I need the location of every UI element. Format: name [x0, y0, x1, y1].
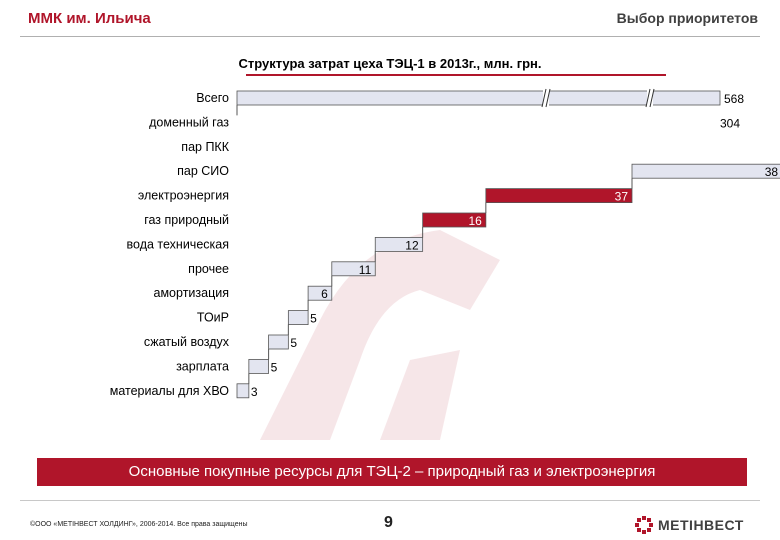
category-label: газ природный	[144, 213, 229, 227]
value-label: 3	[251, 385, 258, 399]
section-title: Выбор приоритетов	[616, 10, 758, 26]
value-label: 5	[310, 312, 317, 326]
axis-break-gap	[543, 89, 549, 107]
waterfall-bar	[248, 358, 270, 374]
waterfall-bar	[631, 163, 780, 179]
value-label: 37	[615, 190, 629, 204]
category-label: зарплата	[176, 359, 229, 373]
value-label: 16	[468, 214, 482, 228]
category-label: ТОиР	[197, 311, 229, 325]
metinvest-logo: МЕТІНВЕСТ	[634, 514, 744, 536]
app-title: ММК им. Ильича	[28, 10, 151, 27]
category-label: доменный газ	[149, 115, 229, 129]
logo-icon	[635, 516, 653, 534]
chart-title: Структура затрат цеха ТЭЦ-1 в 2013г., мл…	[238, 56, 542, 71]
waterfall-bar	[268, 334, 289, 350]
waterfall-bar	[422, 212, 487, 228]
axis-break-gap	[647, 89, 653, 107]
title-underline	[246, 74, 666, 76]
value-label: 5	[271, 360, 278, 374]
axis-break-mark	[541, 88, 547, 108]
category-label: прочее	[188, 262, 229, 276]
watermark-logo-icon	[260, 230, 500, 440]
page-number: 9	[384, 514, 393, 531]
value-label: 12	[405, 238, 419, 252]
waterfall-bar	[485, 188, 633, 204]
category-label: вода техническая	[127, 237, 229, 251]
waterfall-bar	[331, 261, 376, 277]
copyright-text: ©ООО «МЕТІНВЕСТ ХОЛДИНГ», 2006-2014. Все…	[30, 521, 248, 528]
waterfall-bar	[236, 383, 250, 399]
axis-break-mark	[645, 88, 651, 108]
category-label: пар СИО	[177, 164, 229, 178]
value-label: 38	[765, 165, 779, 179]
footer-divider	[20, 500, 760, 501]
waterfall-bar	[374, 236, 424, 252]
value-label: 5	[290, 336, 297, 350]
category-label: сжатый воздух	[144, 335, 230, 349]
waterfall-bar	[307, 285, 333, 301]
category-label: электроэнергия	[138, 189, 229, 203]
category-label: материалы для ХВО	[110, 384, 230, 398]
conclusion-banner: Основные покупные ресурсы для ТЭЦ-2 – пр…	[37, 458, 747, 486]
category-label: Всего	[196, 91, 229, 105]
header-divider	[20, 36, 760, 37]
axis-break-mark	[649, 88, 655, 108]
waterfall-bar	[236, 90, 721, 106]
value-label: 568	[724, 92, 744, 106]
category-label: пар ПКК	[181, 140, 229, 154]
value-label: 304	[720, 116, 740, 130]
category-label: амортизация	[154, 286, 229, 300]
axis-break-mark	[545, 88, 551, 108]
value-label: 6	[321, 287, 328, 301]
logo-text: МЕТІНВЕСТ	[658, 517, 744, 533]
waterfall-bar	[287, 310, 309, 326]
value-label: 11	[359, 263, 372, 277]
